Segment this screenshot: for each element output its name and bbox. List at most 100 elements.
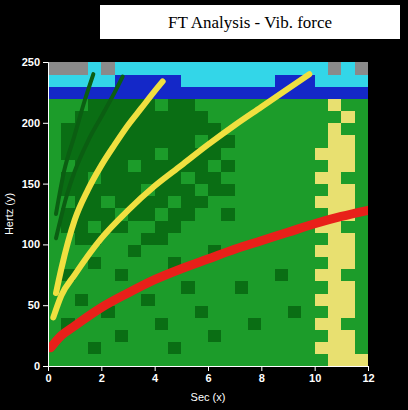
cell [195, 330, 209, 343]
cell [195, 159, 209, 172]
cell [101, 269, 115, 282]
cell [155, 293, 169, 306]
cell [235, 171, 249, 184]
cell [155, 135, 169, 148]
cell [301, 354, 315, 366]
tick: 2 [99, 366, 105, 384]
cell [248, 147, 262, 160]
cell [155, 147, 169, 160]
cell [181, 281, 195, 294]
tick-label: 10 [309, 372, 321, 384]
cell [101, 208, 115, 221]
cell [341, 86, 355, 99]
cell [168, 281, 182, 294]
cell [195, 317, 209, 330]
cell [328, 159, 342, 172]
cell [261, 135, 275, 148]
tick-label: 0 [34, 360, 40, 372]
cell [221, 281, 235, 294]
cell [328, 257, 342, 270]
cell [235, 74, 249, 87]
cell [221, 232, 235, 245]
cell [195, 74, 209, 87]
cell [128, 220, 142, 233]
cell [301, 208, 315, 221]
cell [301, 196, 315, 209]
cell [235, 62, 249, 75]
cell [275, 159, 289, 172]
cell [341, 135, 355, 148]
cell [248, 293, 262, 306]
cell [181, 98, 195, 111]
cell [141, 62, 155, 75]
cell [275, 62, 289, 75]
cell [128, 159, 142, 172]
cell [355, 257, 368, 270]
cell [275, 208, 289, 221]
cell [195, 123, 209, 136]
cell [315, 354, 329, 366]
cell [181, 62, 195, 75]
cell [168, 74, 182, 87]
cell [208, 196, 222, 209]
y-axis-title: Hertz (y) [3, 193, 15, 235]
x-axis-title: Sec (x) [191, 391, 226, 403]
tick-label: 100 [22, 238, 40, 250]
cell [315, 281, 329, 294]
cell [315, 62, 329, 75]
cell [275, 281, 289, 294]
cell [101, 354, 115, 366]
tick-label: 2 [99, 372, 105, 384]
cell [128, 184, 142, 197]
axis-line [43, 63, 49, 367]
cell [208, 269, 222, 282]
cell [288, 147, 302, 160]
tick-label: 4 [152, 372, 159, 384]
cell [221, 196, 235, 209]
cell [315, 123, 329, 136]
cell [288, 244, 302, 257]
tick-label: 200 [22, 117, 40, 129]
cell [275, 317, 289, 330]
tick-label: 8 [259, 372, 265, 384]
cell [181, 342, 195, 355]
cell [328, 342, 342, 355]
cell [248, 171, 262, 184]
cell [208, 171, 222, 184]
cell [288, 257, 302, 270]
cell [168, 135, 182, 148]
cell [315, 196, 329, 209]
ridge-line [51, 210, 368, 347]
cell [355, 342, 368, 355]
cell [88, 269, 102, 282]
cell [315, 74, 329, 87]
cell [101, 74, 115, 87]
cell [341, 330, 355, 343]
tick-label: 150 [22, 178, 40, 190]
cell [168, 220, 182, 233]
cell [355, 330, 368, 343]
cell [155, 159, 169, 172]
cell [155, 244, 169, 257]
cell [181, 171, 195, 184]
cell [101, 62, 115, 75]
cell [248, 86, 262, 99]
cell [288, 62, 302, 75]
cell [168, 123, 182, 136]
cell [115, 232, 129, 245]
cell [315, 330, 329, 343]
cell [101, 196, 115, 209]
cell [301, 244, 315, 257]
cell [221, 330, 235, 343]
cell [75, 74, 89, 87]
cell [141, 159, 155, 172]
cell [261, 330, 275, 343]
cell [221, 171, 235, 184]
cell [48, 111, 62, 124]
cell [328, 171, 342, 184]
cell [208, 74, 222, 87]
tick-mark [43, 244, 48, 245]
tick: 12 [362, 366, 374, 384]
cell [141, 330, 155, 343]
cell [288, 305, 302, 318]
